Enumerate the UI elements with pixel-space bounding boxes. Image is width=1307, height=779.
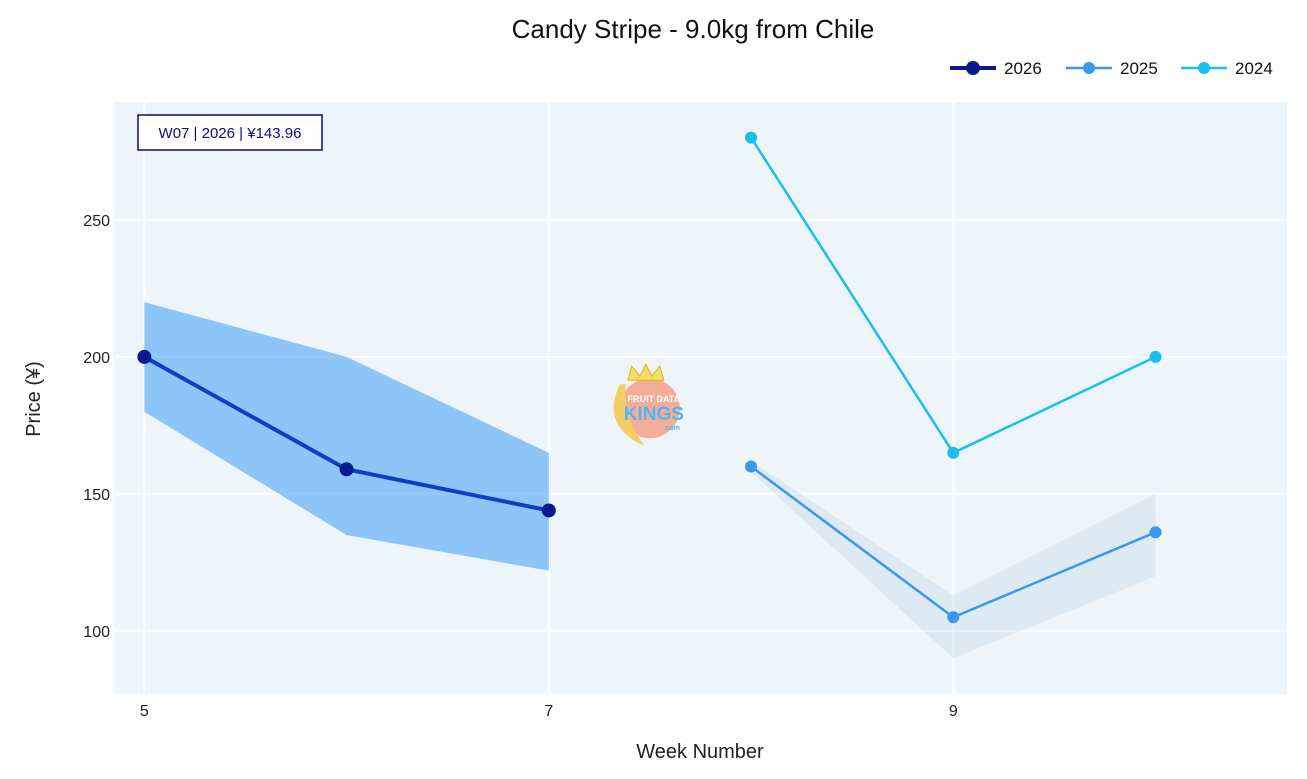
annotation-text: W07 | 2026 | ¥143.96 <box>159 125 302 142</box>
legend-label: 2025 <box>1120 59 1158 78</box>
legend[interactable]: 2026 2025 2024 <box>950 59 1273 78</box>
grid-lines <box>114 102 1287 694</box>
confidence-bands <box>144 302 1156 659</box>
x-tick-label: 5 <box>140 703 149 720</box>
x-tick-label: 7 <box>544 703 553 720</box>
logo-text-line2: KINGS <box>624 404 684 425</box>
data-point-2024[interactable] <box>1149 350 1162 363</box>
logo-text-line3: .com <box>664 425 680 432</box>
data-point-2025[interactable] <box>1149 526 1162 539</box>
series-lines <box>137 131 1162 624</box>
data-point-2024[interactable] <box>745 131 758 144</box>
legend-marker <box>1083 62 1095 74</box>
annotation-box <box>137 114 323 151</box>
legend-item-2024[interactable]: 2024 <box>1181 59 1273 78</box>
x-axis-title: Week Number <box>636 741 764 763</box>
logo-banana <box>613 384 645 447</box>
data-point-2025[interactable] <box>947 611 960 624</box>
series-2026 <box>137 349 556 518</box>
x-tick-label: 9 <box>949 703 958 720</box>
chart-title: Candy Stripe - 9.0kg from Chile <box>512 14 875 44</box>
y-tick-label: 100 <box>83 624 110 641</box>
legend-label: 2026 <box>1004 59 1042 78</box>
y-tick-label: 200 <box>83 350 110 367</box>
logo-peach <box>619 378 680 439</box>
y-tick-label: 250 <box>83 213 110 230</box>
legend-item-2026[interactable]: 2026 <box>950 59 1042 78</box>
legend-marker <box>1198 62 1210 74</box>
data-point-2026[interactable] <box>541 503 556 518</box>
axis-ticks: 5 7 9 100 150 200 250 <box>83 213 958 720</box>
band-2025 <box>751 461 1156 659</box>
legend-marker <box>966 61 980 75</box>
logo-crown <box>627 363 665 381</box>
series-2025 <box>745 460 1162 624</box>
logo-text-line1: FRUIT DATA <box>627 394 680 404</box>
y-tick-label: 150 <box>83 487 110 504</box>
data-point-2024[interactable] <box>947 446 960 459</box>
legend-label: 2024 <box>1235 59 1273 78</box>
hover-annotation: W07 | 2026 | ¥143.96 <box>137 114 323 151</box>
legend-item-2025[interactable]: 2025 <box>1066 59 1158 78</box>
y-axis-title: Price (¥) <box>23 361 45 437</box>
series-2024 <box>745 131 1162 459</box>
data-point-2026[interactable] <box>339 462 354 477</box>
data-point-2025[interactable] <box>745 460 758 473</box>
band-2026 <box>144 302 549 571</box>
data-point-2026[interactable] <box>137 349 152 364</box>
